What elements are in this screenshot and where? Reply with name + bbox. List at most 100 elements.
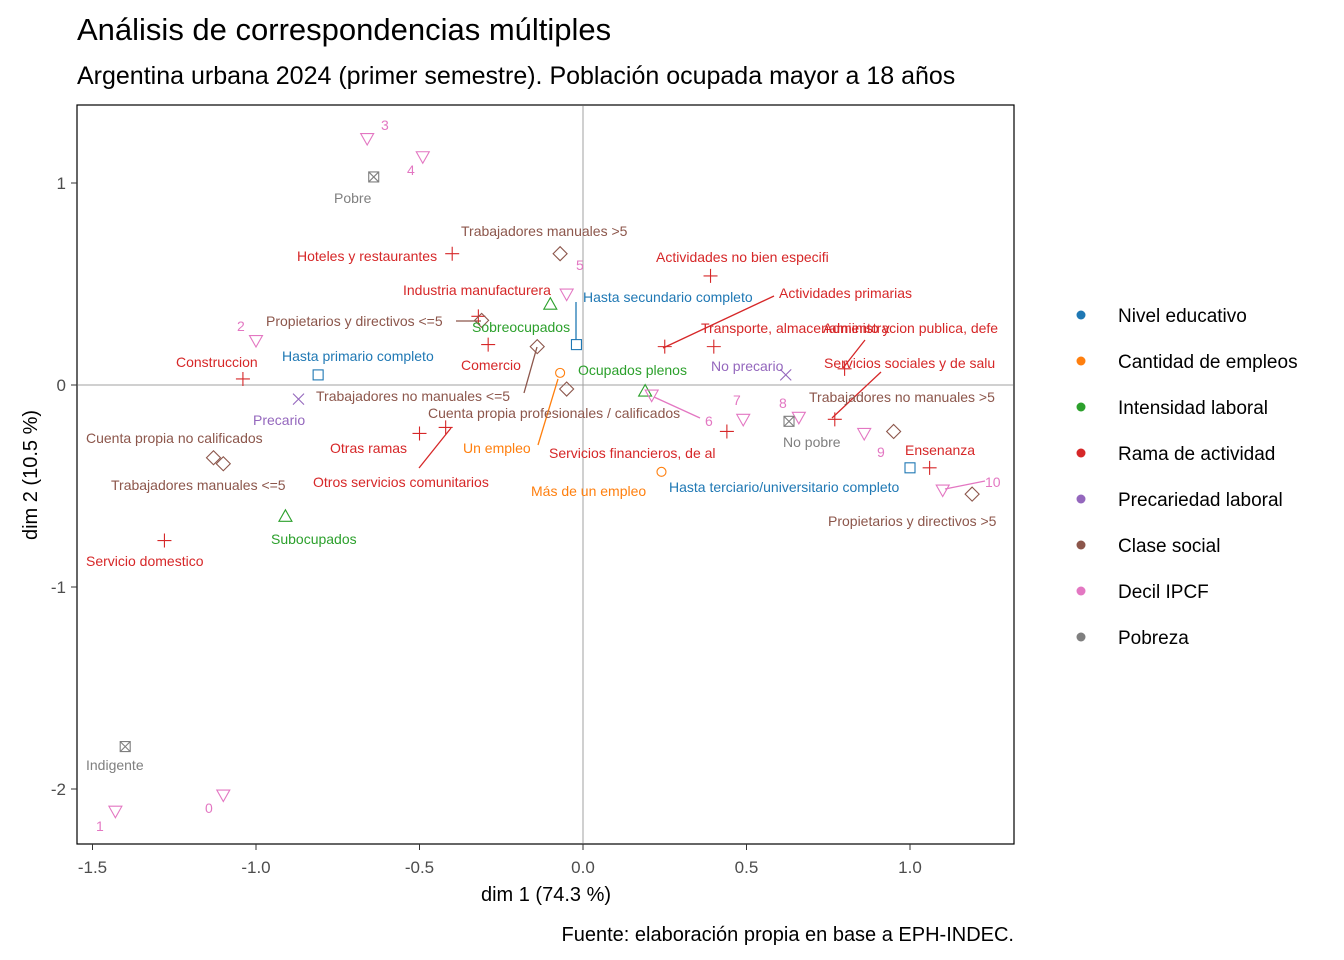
cross-marker	[779, 369, 792, 381]
x-tick-label: 0.0	[571, 858, 595, 877]
chart-caption: Fuente: elaboración propia en base a EPH…	[562, 924, 1014, 946]
data-points	[107, 133, 980, 819]
point-label: 1	[96, 818, 104, 834]
legend-key	[1076, 356, 1086, 366]
legend-label: Cantidad de empleos	[1118, 352, 1298, 373]
point-label: 0	[205, 800, 213, 816]
point-label: 6	[705, 413, 713, 429]
legend-key	[1076, 632, 1086, 642]
point-label: Construccion	[176, 354, 258, 370]
legend-label: Precariedad laboral	[1118, 490, 1283, 511]
triangle-down-marker	[248, 335, 264, 349]
leader-line	[537, 378, 559, 446]
triangle-marker	[542, 296, 558, 310]
plus-marker	[657, 339, 672, 354]
label-leader-lines	[418, 295, 986, 490]
point-label: Hasta terciario/universitario completo	[669, 479, 900, 495]
point-label: Industria manufacturera	[403, 282, 551, 298]
point-label: Cuenta propia no calificados	[86, 430, 263, 446]
legend-key	[1076, 586, 1086, 596]
diamond-marker	[558, 381, 575, 397]
x-tick-label: 0.5	[735, 858, 759, 877]
point-label: No pobre	[783, 434, 841, 450]
plus-marker	[235, 371, 250, 386]
square-marker	[312, 369, 324, 381]
triangle-marker	[277, 508, 293, 522]
plus-marker	[703, 268, 718, 283]
leader-line	[944, 480, 986, 490]
point-label: Propietarios y directivos <=5	[266, 313, 443, 329]
diamond-marker	[964, 486, 980, 502]
legend-label: Pobreza	[1118, 628, 1189, 649]
y-tick-label: -2	[51, 780, 66, 799]
leader-line	[418, 427, 452, 469]
triangle-down-marker	[559, 288, 575, 302]
plus-marker	[438, 420, 453, 435]
point-label: 8	[779, 395, 787, 411]
legend-key	[1076, 540, 1086, 550]
boxcross-marker	[368, 171, 380, 183]
point-label: 3	[381, 117, 389, 133]
point-label: Ensenanza	[905, 442, 975, 458]
point-label: Trabajadores manuales <=5	[111, 477, 286, 493]
point-label: Pobre	[334, 190, 372, 206]
point-label: Subocupados	[271, 531, 357, 547]
triangle-down-marker	[935, 484, 951, 498]
x-tick-label: 1.0	[898, 858, 922, 877]
x-tick-label: -1.0	[241, 858, 270, 877]
plus-marker	[481, 337, 496, 352]
legend-label: Rama de actividad	[1118, 444, 1275, 465]
diamond-marker	[529, 338, 545, 355]
point-label: Otras ramas	[330, 440, 407, 456]
point-label: Comercio	[461, 357, 521, 373]
point-label: 7	[733, 392, 741, 408]
point-label: Sobreocupados	[472, 319, 570, 335]
point-label: 10	[985, 474, 1001, 490]
legend-label: Nivel educativo	[1118, 306, 1247, 327]
point-label: Trabajadores manuales >5	[461, 223, 628, 239]
point-label: Otros servicios comunitarios	[313, 474, 489, 490]
legend-key	[1076, 310, 1086, 320]
legend-key	[1076, 448, 1086, 458]
diamond-marker	[552, 245, 568, 262]
point-label: Administracion publica, defe	[823, 320, 998, 336]
point-label: Trabajadores no manuales <=5	[316, 388, 510, 404]
point-labels: Hasta primario completo Hasta secundario …	[86, 117, 1001, 834]
point-label: Propietarios y directivos >5	[828, 513, 997, 529]
y-tick-label: 1	[57, 174, 66, 193]
diamond-marker	[885, 423, 902, 440]
leader-line	[662, 295, 775, 349]
square-marker	[904, 462, 916, 474]
point-label: Indigente	[86, 757, 144, 773]
diamond-marker	[473, 312, 490, 329]
legend-label: Intensidad laboral	[1118, 398, 1268, 419]
triangle-down-marker	[735, 413, 751, 427]
triangle-down-marker	[856, 427, 872, 442]
plus-marker	[706, 339, 721, 354]
boxcross-marker	[783, 415, 795, 427]
legend: Nivel educativo Cantidad de empleos Intens…	[1076, 306, 1298, 649]
plus-marker	[412, 426, 427, 441]
point-label: No precario	[711, 358, 784, 374]
x-axis-label: dim 1 (74.3 %)	[481, 884, 611, 906]
plot-panel	[76, 104, 1015, 845]
leader-line	[653, 396, 701, 419]
leader-line	[842, 339, 866, 369]
plus-marker	[827, 412, 842, 427]
point-label: Servicios sociales y de salu	[824, 355, 995, 371]
zero-reference-lines	[78, 106, 1013, 843]
plus-marker	[445, 246, 460, 261]
point-label: Un empleo	[463, 440, 531, 456]
point-label: Cuenta propia profesionales / calificado…	[428, 405, 680, 421]
y-axis-label: dim 2 (10.5 %)	[20, 410, 42, 540]
point-label: Transporte, almacenamiento y	[701, 320, 890, 336]
point-label: Servicio domestico	[86, 553, 204, 569]
point-label: 4	[407, 162, 415, 178]
triangle-down-marker	[215, 789, 231, 803]
x-tick-label: -1.5	[78, 858, 107, 877]
triangle-down-marker	[107, 805, 123, 819]
plus-marker	[837, 361, 852, 376]
circle-marker	[656, 466, 667, 477]
triangle-down-marker	[644, 389, 660, 403]
